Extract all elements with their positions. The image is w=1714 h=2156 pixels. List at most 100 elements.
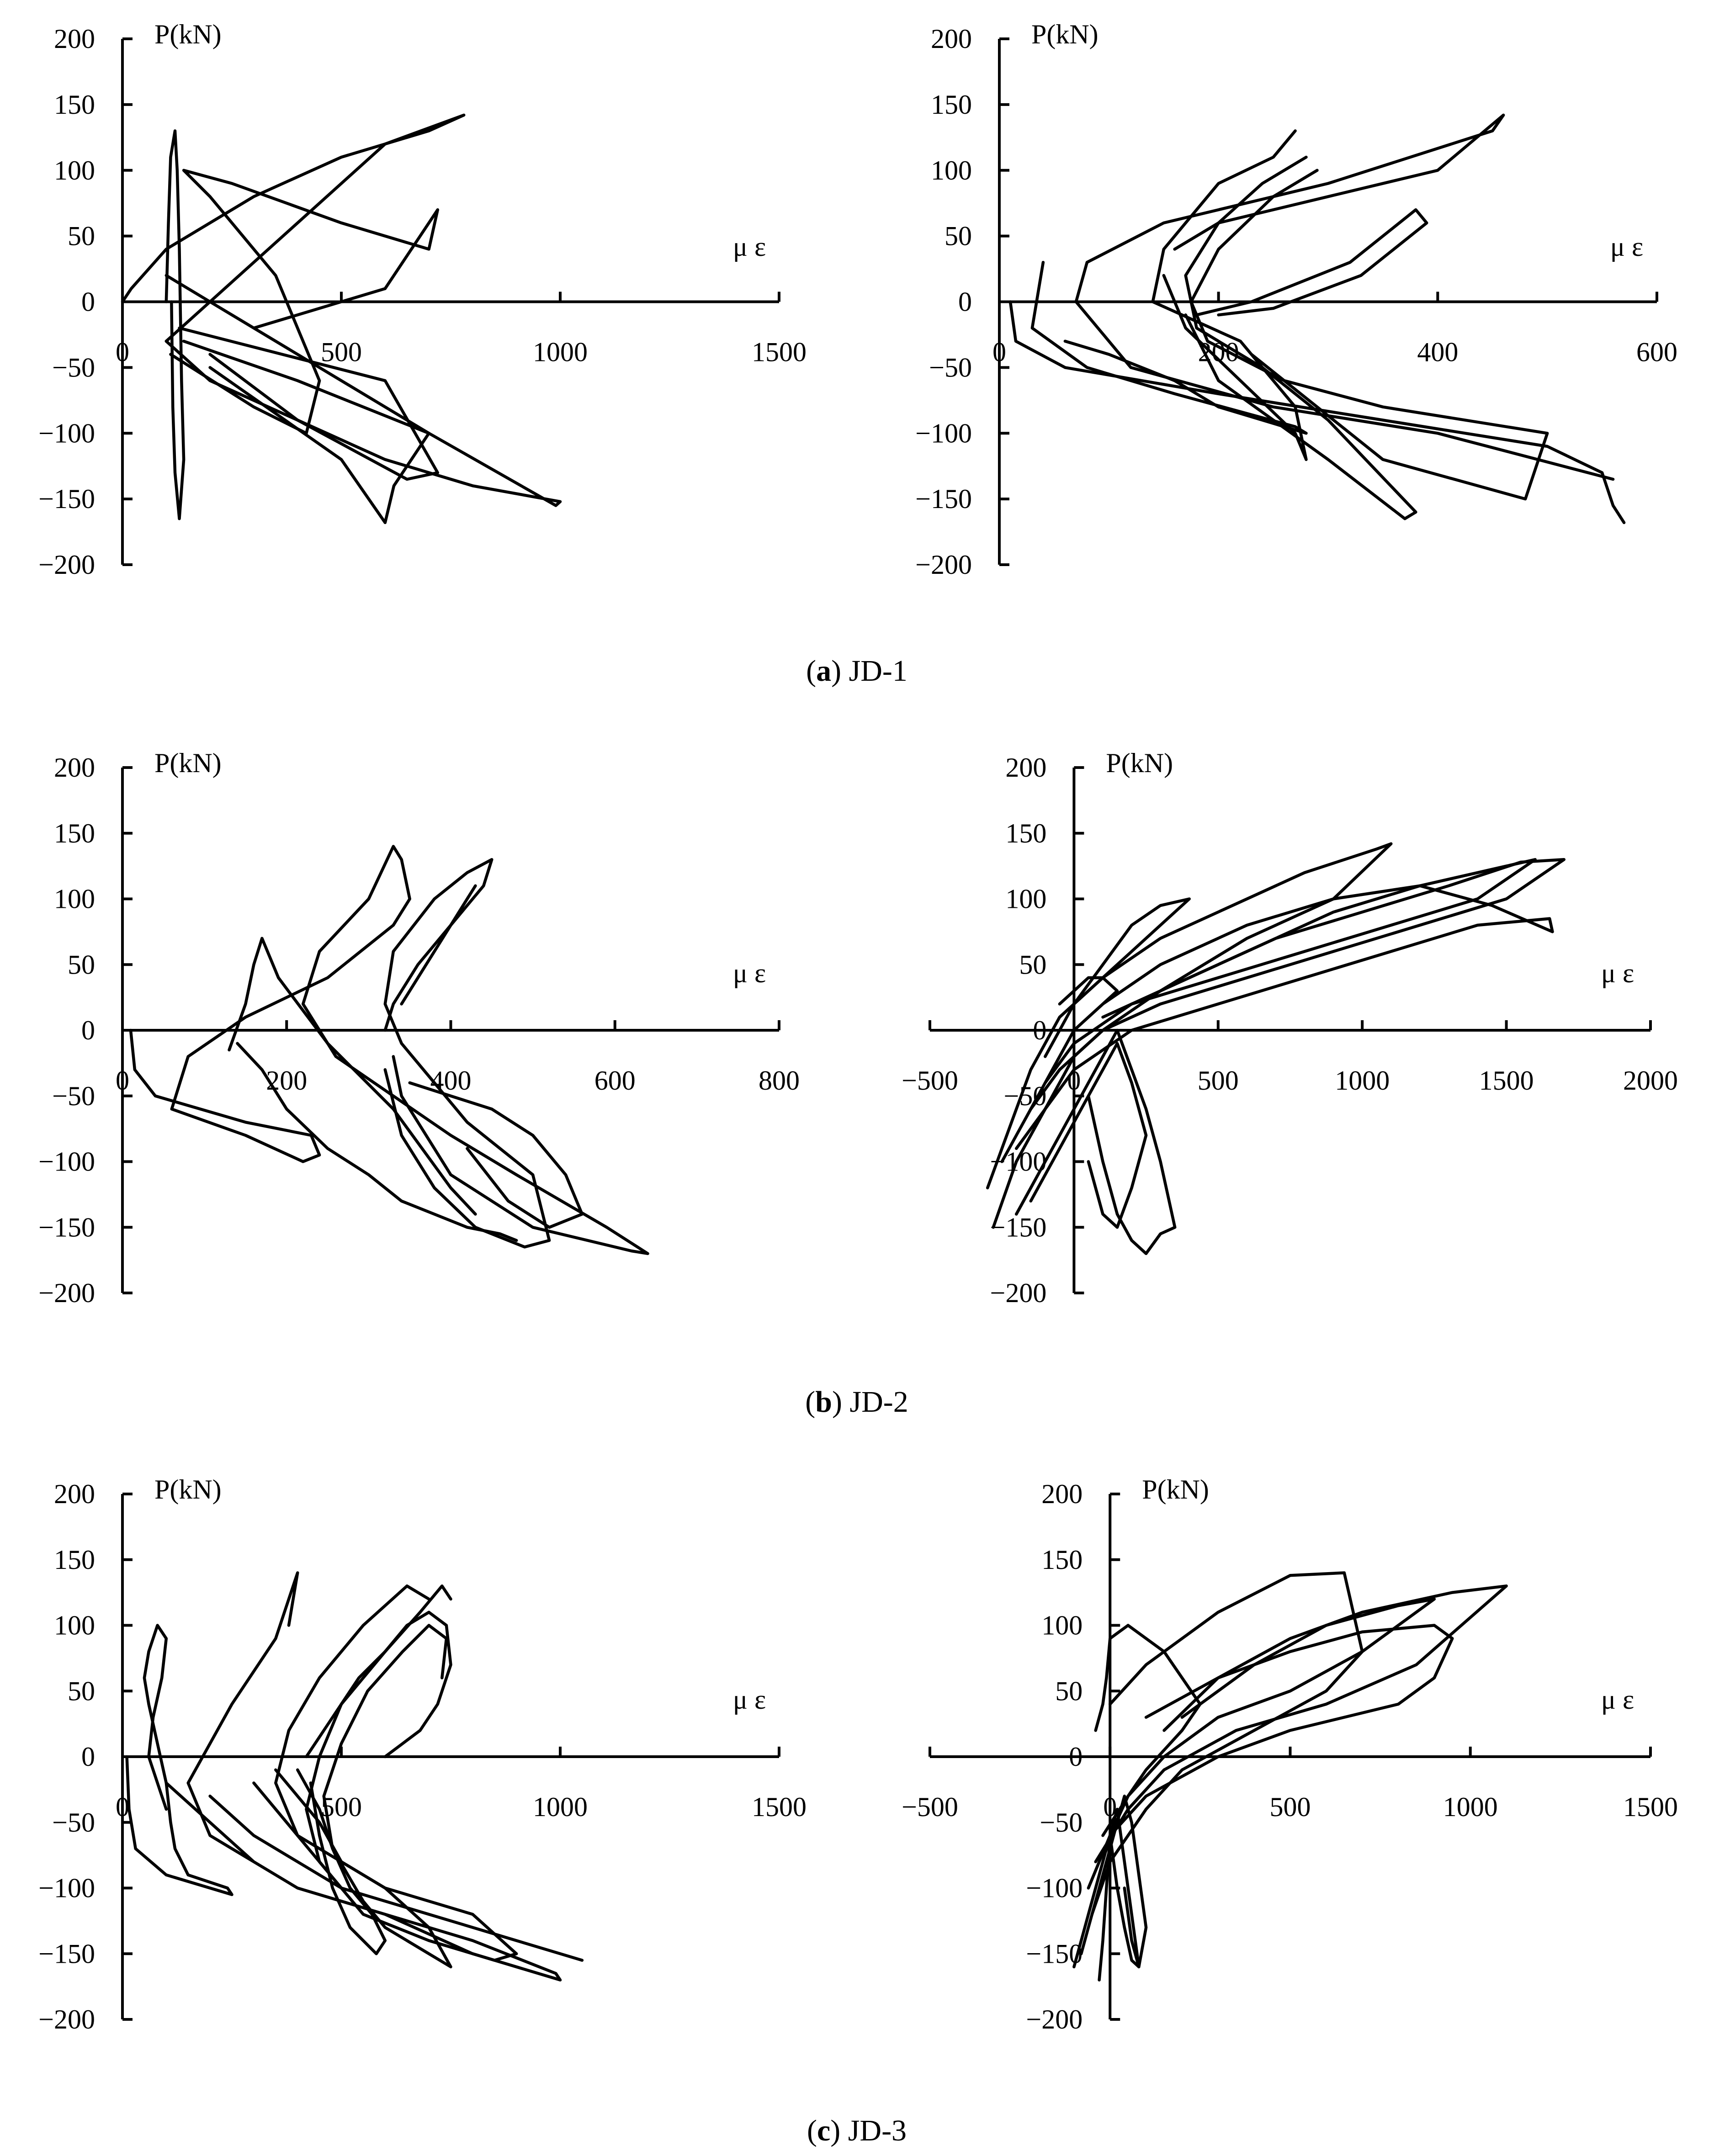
x-tick-label: 1000 xyxy=(533,337,588,367)
series-curve-1 xyxy=(1094,1624,1202,1982)
x-axis-title: μ ε xyxy=(1601,958,1634,988)
y-tick-label: 50 xyxy=(945,221,972,251)
y-tick-label: 0 xyxy=(81,287,95,317)
y-tick-label: 150 xyxy=(1041,1545,1083,1575)
x-tick-label: −500 xyxy=(902,1792,958,1822)
x-tick-label: −500 xyxy=(902,1065,958,1096)
series-curve-6 xyxy=(1072,1807,1141,1969)
y-tick-label: −150 xyxy=(1026,1939,1083,1969)
x-axis-title: μ ε xyxy=(1610,232,1643,262)
x-axis-title: μ ε xyxy=(733,1685,766,1715)
series-curve-4 xyxy=(252,1584,518,1962)
x-tick-label: 500 xyxy=(1198,1065,1239,1096)
y-tick-label: 0 xyxy=(81,1742,95,1772)
series-curve-6 xyxy=(296,1768,387,1955)
y-tick-label: 100 xyxy=(1005,884,1046,914)
series-curve-4 xyxy=(182,339,430,524)
y-axis-title: P(kN) xyxy=(154,19,222,49)
y-tick-label: 150 xyxy=(54,90,95,120)
series-curve-5 xyxy=(1189,169,1549,501)
caption-label: JD-2 xyxy=(842,1385,908,1419)
y-tick-label: −200 xyxy=(915,550,972,580)
series-curve-6 xyxy=(1014,1028,1177,1255)
y-tick-label: −200 xyxy=(38,550,95,580)
y-tick-label: 200 xyxy=(54,1479,95,1509)
y-tick-label: −200 xyxy=(1026,2004,1083,2034)
series-curve-6 xyxy=(408,1081,584,1229)
caption-paren-open: ( xyxy=(805,1385,815,1419)
y-axis-title: P(kN) xyxy=(1142,1474,1209,1504)
y-tick-label: −100 xyxy=(38,1873,95,1903)
x-tick-label: 1500 xyxy=(1623,1792,1678,1822)
series-curve-5 xyxy=(1044,858,1537,1085)
series-curve-3 xyxy=(228,937,477,1216)
y-tick-label: −50 xyxy=(52,352,95,382)
y-tick-label: −200 xyxy=(990,1278,1047,1308)
series-curve-5 xyxy=(274,1624,452,1969)
series-curve-3 xyxy=(1151,129,1308,461)
series-curve-1 xyxy=(1008,300,1626,524)
series-curve-5 xyxy=(400,884,477,1006)
y-tick-label: 100 xyxy=(931,155,972,185)
x-tick-label: 0 xyxy=(992,337,1006,367)
x-tick-label: 500 xyxy=(321,337,362,367)
caption-paren-close: ) xyxy=(831,654,841,688)
series-curve-5 xyxy=(1101,1597,1436,1837)
y-tick-label: 200 xyxy=(931,24,972,54)
y-axis-title: P(kN) xyxy=(1106,748,1173,778)
series-curve-7 xyxy=(305,1610,452,1759)
x-axis-title: μ ε xyxy=(733,958,766,988)
caption-paren-open: ( xyxy=(807,2114,817,2147)
y-tick-label: 200 xyxy=(54,24,95,54)
y-tick-label: 150 xyxy=(54,818,95,848)
x-tick-label: 1000 xyxy=(533,1792,588,1822)
caption-label: JD-3 xyxy=(840,2114,907,2147)
series-curve-6 xyxy=(165,129,186,520)
x-axis-title: μ ε xyxy=(1601,1685,1634,1715)
x-axis-title: μ ε xyxy=(733,232,766,262)
x-tick-label: 1000 xyxy=(1443,1792,1498,1822)
y-tick-label: 200 xyxy=(54,752,95,783)
series-curve-3 xyxy=(1087,1624,1454,1890)
series-curve-7 xyxy=(1030,260,1308,435)
y-tick-label: 50 xyxy=(1055,1676,1083,1706)
x-tick-label: 400 xyxy=(1417,337,1458,367)
series-curve-1 xyxy=(121,113,466,343)
series-curve-2 xyxy=(1090,1571,1364,1916)
y-tick-label: 50 xyxy=(1019,949,1046,980)
x-tick-label: 600 xyxy=(594,1065,636,1096)
series-curve-6 xyxy=(1195,208,1428,317)
series-curve-2 xyxy=(1074,113,1615,481)
y-tick-label: 200 xyxy=(1005,752,1046,783)
panel-caption: (c) JD-3 xyxy=(807,2114,907,2147)
y-tick-label: −100 xyxy=(1026,1873,1083,1903)
y-axis-title: P(kN) xyxy=(154,748,222,778)
y-tick-label: −150 xyxy=(990,1212,1047,1242)
y-tick-label: 100 xyxy=(54,1610,95,1641)
y-tick-label: 100 xyxy=(54,155,95,185)
series-curve-7 xyxy=(1029,1042,1148,1229)
y-tick-label: 0 xyxy=(958,287,972,317)
y-tick-label: 50 xyxy=(68,1676,95,1706)
y-tick-label: −200 xyxy=(38,2004,95,2034)
x-tick-label: 1000 xyxy=(1335,1065,1390,1096)
caption-paren-close: ) xyxy=(830,2114,840,2147)
series-curve-1 xyxy=(129,845,649,1255)
panel-caption: (a) JD-1 xyxy=(806,654,907,688)
caption-letter: a xyxy=(816,654,831,688)
y-tick-label: −50 xyxy=(52,1807,95,1838)
y-tick-label: 100 xyxy=(54,884,95,914)
y-tick-label: −50 xyxy=(52,1081,95,1111)
y-tick-label: −150 xyxy=(915,484,972,514)
y-tick-label: −150 xyxy=(38,1939,95,1969)
y-tick-label: −100 xyxy=(915,418,972,448)
series-curve-4 xyxy=(1029,858,1566,1111)
y-tick-label: −100 xyxy=(38,418,95,448)
